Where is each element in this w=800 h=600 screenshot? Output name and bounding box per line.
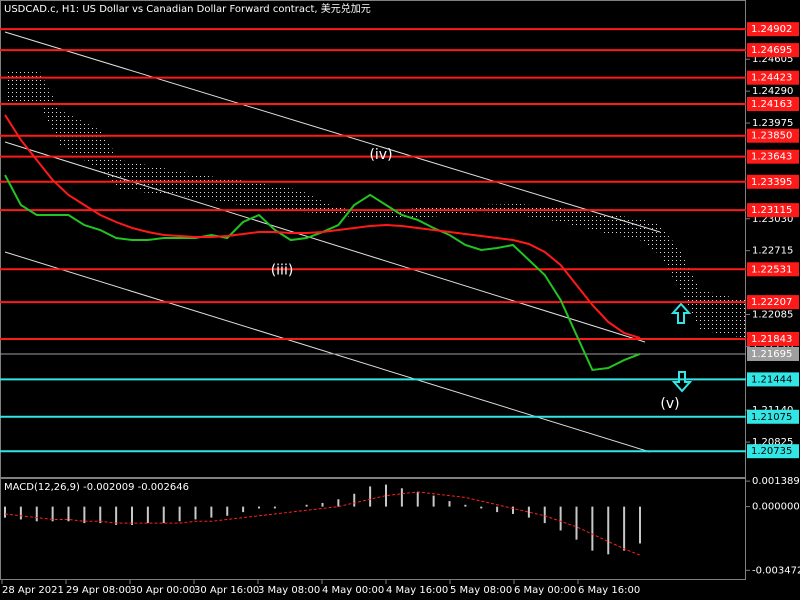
level-label-box — [747, 174, 799, 189]
level-label: 1.24695 — [751, 45, 792, 56]
level-label-box — [747, 22, 799, 37]
level-label: 1.22207 — [751, 297, 792, 308]
x-tick-label: 3 May 08:00 — [258, 585, 320, 596]
x-tick-label: 6 May 16:00 — [578, 585, 640, 596]
y-tick-label: 1.23975 — [752, 118, 793, 129]
y-tick-label: 1.20825 — [752, 437, 793, 448]
macd-y-tick-label: 0.001389 — [752, 476, 800, 487]
level-label-box — [747, 331, 799, 346]
y-tick-label: 1.24290 — [752, 86, 793, 97]
x-tick-label: 29 Apr 08:00 — [66, 585, 131, 596]
level-label: 1.21843 — [751, 334, 792, 345]
wave-label: (iv) — [369, 147, 392, 163]
ichimoku-cloud — [5, 72, 745, 338]
level-label: 1.24423 — [751, 73, 792, 84]
macd-frame — [0, 478, 746, 580]
down-arrow — [671, 371, 693, 393]
x-tick-label: 6 May 00:00 — [514, 585, 576, 596]
y-tick-label: 1.22085 — [752, 309, 793, 320]
channel-line — [4, 141, 646, 343]
level-label: 1.24163 — [751, 99, 792, 110]
x-tick-label: 30 Apr 00:00 — [130, 585, 195, 596]
level-label: 1.23115 — [751, 205, 792, 216]
level-label: 1.23643 — [751, 152, 792, 163]
macd-signal — [4, 491, 641, 556]
y-tick-label: 1.21770 — [752, 341, 793, 352]
chart-title: USDCAD.c, H1: US Dollar vs Canadian Doll… — [4, 2, 371, 15]
level-label-box — [747, 262, 799, 277]
current-price-label: 1.21695 — [751, 349, 792, 360]
level-label-box — [747, 149, 799, 164]
level-label: 1.20735 — [751, 446, 792, 457]
level-label: 1.23850 — [751, 131, 792, 142]
y-tick-label: 1.22715 — [752, 246, 793, 257]
level-label-box — [747, 70, 799, 85]
level-label-box — [747, 203, 799, 218]
plot-frame — [0, 0, 746, 478]
y-tick-label: 1.23030 — [752, 214, 793, 225]
level-label-box — [747, 128, 799, 143]
level-label: 1.23395 — [751, 177, 792, 188]
x-tick-label: 4 May 00:00 — [322, 585, 384, 596]
level-label: 1.24902 — [751, 24, 792, 35]
wave-label: (iii) — [271, 262, 294, 278]
macd-y-tick-label: -0.003472 — [752, 565, 800, 576]
level-label-box — [747, 295, 799, 310]
level-label-box — [747, 409, 799, 424]
x-tick-label: 30 Apr 16:00 — [194, 585, 259, 596]
macd-title: MACD(12,26,9) -0.002009 -0.002646 — [4, 482, 189, 493]
up-arrow — [670, 302, 692, 324]
level-label-box — [747, 444, 799, 459]
x-tick-label: 28 Apr 2021 — [2, 585, 64, 596]
channel-line — [4, 31, 661, 233]
x-tick-label: 4 May 16:00 — [386, 585, 448, 596]
channel-line — [4, 251, 651, 453]
series-line — [4, 114, 641, 339]
level-label-box — [747, 43, 799, 58]
y-tick-label: 1.24605 — [752, 54, 793, 65]
level-label: 1.21075 — [751, 412, 792, 423]
wave-label: (v) — [660, 396, 679, 412]
level-label: 1.22531 — [751, 264, 792, 275]
level-label: 1.21444 — [751, 374, 792, 385]
macd-y-tick-label: 0.000000 — [752, 502, 800, 513]
level-label-box — [747, 97, 799, 112]
level-label-box — [747, 372, 799, 387]
x-tick-label: 5 May 08:00 — [450, 585, 512, 596]
current-price-box — [747, 346, 799, 361]
